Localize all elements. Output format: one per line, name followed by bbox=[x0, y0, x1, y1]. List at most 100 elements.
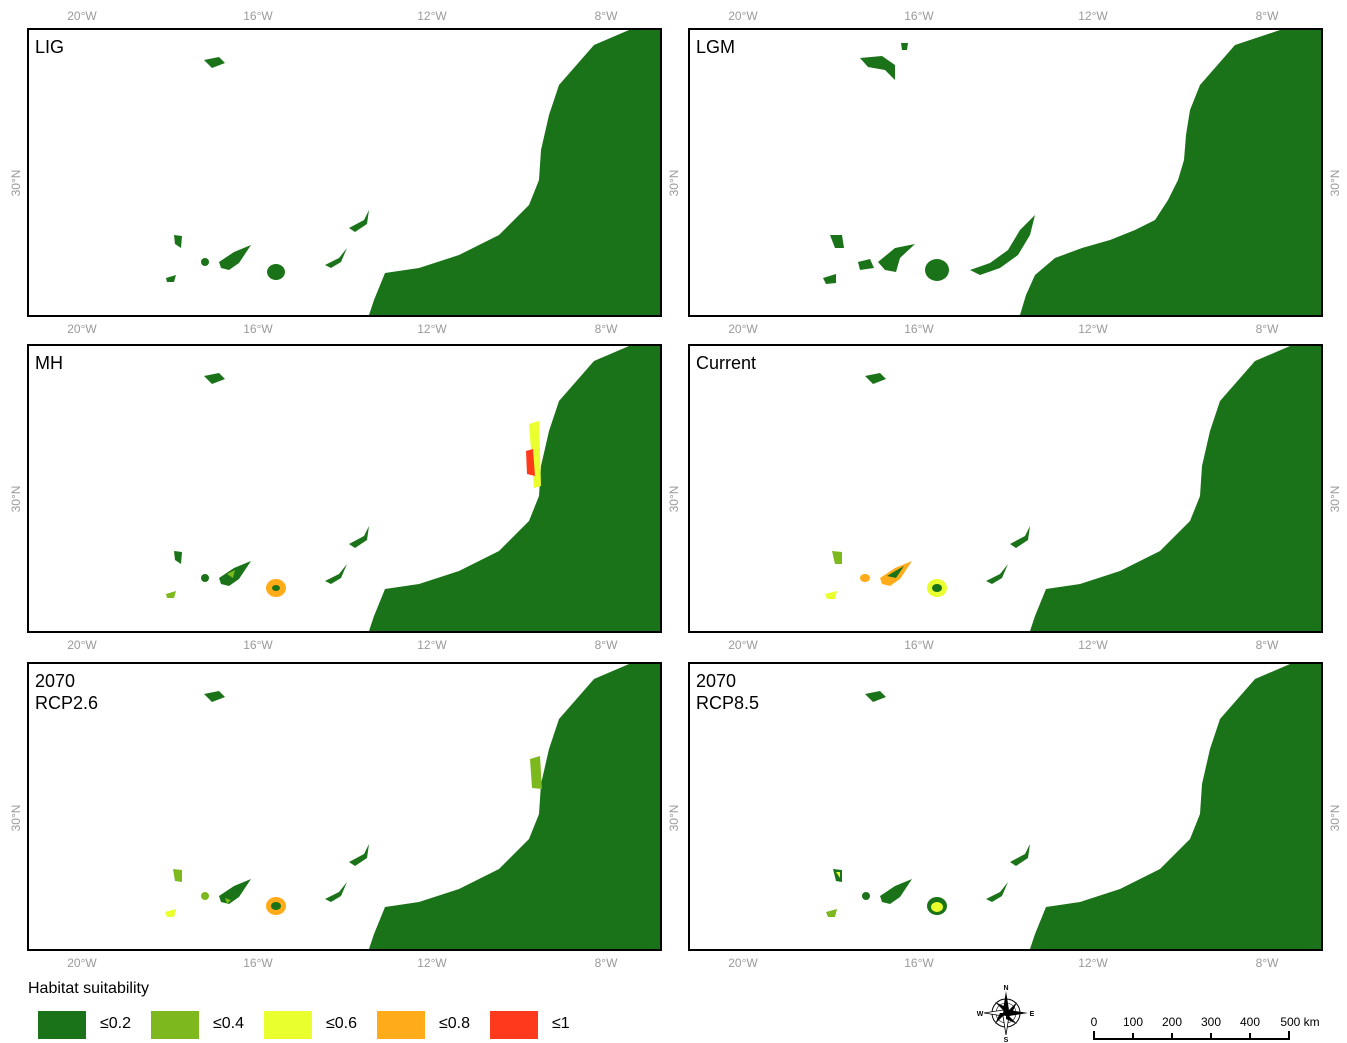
panel-label: Current bbox=[696, 353, 757, 373]
land-layer bbox=[825, 346, 1321, 631]
island-la-gomera bbox=[860, 574, 870, 582]
lon-tick: 20°W bbox=[67, 9, 97, 23]
legend-label: ≤1 bbox=[552, 1015, 570, 1032]
compass-w: W bbox=[977, 1011, 984, 1018]
island-la-palma bbox=[173, 869, 182, 882]
panel-label: MH bbox=[35, 353, 63, 373]
island-el-hierro bbox=[166, 591, 176, 598]
panel-label: 2070 RCP8.5 bbox=[696, 671, 760, 713]
lon-tick: 8°W bbox=[594, 9, 618, 23]
island-lanzarote bbox=[349, 210, 369, 232]
compass-n: N bbox=[1003, 985, 1008, 992]
map-panel-2070-rcp26: 2070 RCP2.6 bbox=[27, 662, 662, 951]
african-coast bbox=[369, 346, 660, 631]
island-fuerteventura bbox=[325, 552, 352, 584]
lon-tick: 12°W bbox=[417, 322, 447, 336]
suitability-patch-la-palma bbox=[836, 872, 840, 878]
lon-tick: 20°W bbox=[67, 322, 97, 336]
island-tenerife bbox=[878, 244, 915, 272]
lon-tick: 20°W bbox=[728, 9, 758, 23]
legend-title: Habitat suitability bbox=[28, 980, 149, 997]
island-la-gomera bbox=[862, 892, 870, 900]
island-fuerteventura bbox=[325, 870, 352, 902]
island-el-hierro bbox=[826, 909, 837, 917]
island-la-gomera bbox=[858, 259, 874, 270]
lat-tick: 30°N bbox=[9, 804, 23, 832]
african-coast bbox=[1030, 664, 1321, 949]
lon-tick: 20°W bbox=[67, 638, 97, 652]
lon-tick: 8°W bbox=[594, 956, 618, 970]
scale-label: 200 bbox=[1161, 1015, 1183, 1029]
legend-label: ≤0.2 bbox=[100, 1015, 132, 1032]
african-coast bbox=[1020, 30, 1321, 315]
lon-tick: 12°W bbox=[1078, 9, 1108, 23]
lon-tick: 20°W bbox=[728, 322, 758, 336]
map-panel-lig: LIG bbox=[27, 28, 662, 317]
lat-tick: 30°N bbox=[9, 169, 23, 197]
lat-tick: 30°N bbox=[667, 485, 681, 513]
map-panel-2070-rcp85: 2070 RCP8.5 bbox=[688, 662, 1323, 951]
lon-tick: 16°W bbox=[243, 638, 273, 652]
island-el-hierro bbox=[825, 591, 837, 599]
island-madeira bbox=[860, 56, 895, 80]
legend-swatch bbox=[377, 1011, 425, 1039]
compass-rose-icon: N S W E bbox=[977, 985, 1035, 1043]
island-fuerteventura bbox=[986, 552, 1013, 584]
lon-tick: 16°W bbox=[904, 9, 934, 23]
scale-bar bbox=[1093, 1031, 1290, 1040]
island-madeira bbox=[865, 373, 886, 384]
island-el-hierro bbox=[823, 274, 836, 284]
suitability-patch-gran-canaria bbox=[932, 584, 942, 592]
island-porto-santo bbox=[901, 43, 908, 50]
compass-s: S bbox=[1004, 1037, 1009, 1043]
lon-tick: 16°W bbox=[904, 956, 934, 970]
lon-tick: 8°W bbox=[1255, 956, 1279, 970]
lon-tick: 12°W bbox=[1078, 322, 1108, 336]
panel-label: LGM bbox=[696, 37, 736, 57]
compass-e: E bbox=[1030, 1011, 1035, 1018]
suitability-patch-coast-red bbox=[526, 449, 535, 476]
suitability-patch-coast-yellow bbox=[529, 421, 541, 488]
island-la-gomera bbox=[201, 892, 209, 900]
island-la-palma bbox=[174, 235, 182, 248]
island-madeira bbox=[204, 691, 225, 702]
island-el-hierro bbox=[166, 275, 176, 282]
scale-label: 500 km bbox=[1280, 1015, 1320, 1029]
island-fuerteventura bbox=[986, 870, 1013, 902]
panel-label: LIG bbox=[35, 37, 65, 57]
legend-swatch bbox=[38, 1011, 86, 1039]
island-madeira bbox=[865, 691, 886, 702]
island-tenerife bbox=[219, 561, 251, 586]
panel-label: 2070 RCP2.6 bbox=[35, 671, 99, 713]
land-layer bbox=[165, 664, 660, 949]
lon-tick: 8°W bbox=[1255, 322, 1279, 336]
island-tenerife bbox=[219, 245, 251, 270]
lon-tick: 16°W bbox=[243, 9, 273, 23]
scale-label: 0 bbox=[1090, 1015, 1098, 1029]
lat-tick: 30°N bbox=[1328, 485, 1342, 513]
lon-tick: 12°W bbox=[1078, 956, 1108, 970]
suitability-patch-tenerife bbox=[225, 898, 231, 904]
lat-tick: 30°N bbox=[1328, 804, 1342, 832]
island-lanzarote bbox=[349, 844, 369, 866]
island-el-hierro bbox=[165, 909, 176, 917]
lon-tick: 20°W bbox=[728, 638, 758, 652]
suitability-patch-tenerife bbox=[227, 570, 235, 578]
african-coast bbox=[1030, 346, 1321, 631]
scale-label: 400 bbox=[1239, 1015, 1261, 1029]
island-gran-canaria bbox=[925, 259, 949, 281]
land-layer bbox=[166, 30, 660, 315]
island-la-palma bbox=[174, 551, 182, 564]
lon-tick: 16°W bbox=[243, 322, 273, 336]
land-layer bbox=[166, 346, 660, 631]
island-fuerteventura bbox=[970, 215, 1035, 275]
legend-swatch bbox=[490, 1011, 538, 1039]
island-la-palma bbox=[833, 869, 842, 882]
island-tenerife bbox=[219, 879, 251, 904]
lon-tick: 8°W bbox=[1255, 638, 1279, 652]
lon-tick: 12°W bbox=[417, 638, 447, 652]
map-panel-lgm: LGM bbox=[688, 28, 1323, 317]
lon-tick: 20°W bbox=[728, 956, 758, 970]
island-la-gomera bbox=[201, 258, 209, 266]
suitability-patch-gran-canaria bbox=[931, 902, 943, 912]
